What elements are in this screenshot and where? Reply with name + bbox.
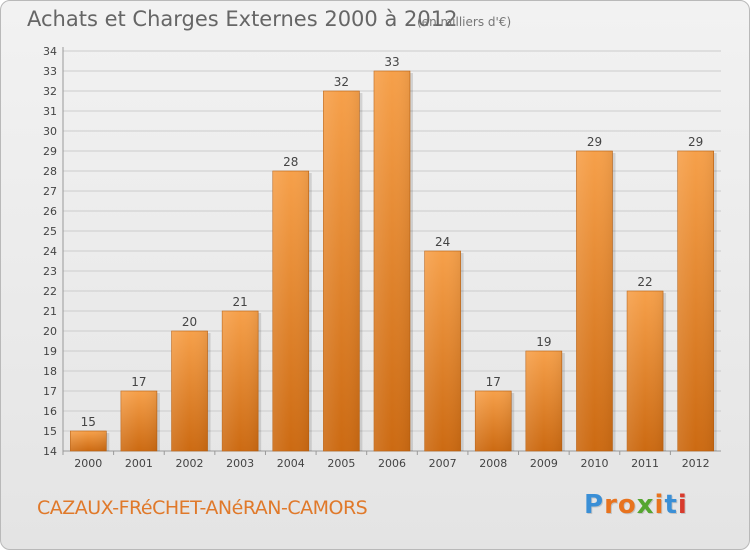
y-tick-label: 17 [43, 385, 57, 398]
bar-value-label: 19 [536, 335, 551, 349]
bar-value-label: 29 [688, 135, 703, 149]
bars [70, 70, 717, 452]
y-tick-label: 30 [43, 125, 57, 138]
y-tick-label: 24 [43, 245, 57, 258]
y-tick-label: 34 [43, 45, 57, 58]
chart-title: Achats et Charges Externes 2000 à 2012 [27, 7, 458, 31]
x-tick-label: 2002 [176, 457, 204, 470]
logo-letter: P [584, 490, 605, 520]
y-tick-label: 28 [43, 165, 57, 178]
y-tick-label: 18 [43, 365, 57, 378]
bar-value-label: 17 [486, 375, 501, 389]
y-tick-label: 21 [43, 305, 57, 318]
y-tick-label: 16 [43, 405, 57, 418]
x-tick-label: 2011 [631, 457, 659, 470]
y-tick-label: 29 [43, 145, 57, 158]
logo-letter: t [664, 490, 678, 520]
y-tick-label: 31 [43, 105, 57, 118]
bar-value-label: 22 [637, 275, 652, 289]
town-name: CAZAUX-FRéCHET-ANéRAN-CAMORS [37, 497, 368, 519]
x-tick-label: 2012 [682, 457, 710, 470]
bar-value-label: 15 [81, 415, 96, 429]
y-tick-label: 20 [43, 325, 57, 338]
y-tick-label: 22 [43, 285, 57, 298]
bar-shine [525, 351, 562, 451]
bar-shine [627, 291, 664, 451]
bar-value-label: 17 [131, 375, 146, 389]
bar-value-label: 24 [435, 235, 450, 249]
x-tick-label: 2004 [277, 457, 305, 470]
y-tick-label: 32 [43, 85, 57, 98]
bar-shine [374, 71, 410, 451]
logo-letter: o [617, 490, 637, 520]
proxiti-logo[interactable]: Proxiti [584, 490, 688, 520]
logo-letter: x [636, 490, 655, 520]
bar-value-label: 28 [283, 155, 298, 169]
bar-shine [677, 151, 714, 451]
bar-shine [222, 311, 259, 451]
bar-shine [70, 431, 107, 451]
chart-subtitle: (en milliers d'€) [417, 15, 512, 29]
x-tick-label: 2010 [580, 457, 608, 470]
data-labels: 15 17 20 21 28 32 33 24 17 19 29 22 29 [81, 55, 704, 429]
y-tick-label: 15 [43, 425, 57, 438]
bar-value-label: 20 [182, 315, 197, 329]
x-tick-label: 2001 [125, 457, 153, 470]
bar-shine [272, 171, 309, 451]
x-tick-label: 2009 [530, 457, 558, 470]
bar-shine [424, 251, 461, 451]
y-tick-label: 25 [43, 225, 57, 238]
x-tick-label: 2005 [327, 457, 355, 470]
x-tick-label: 2003 [226, 457, 254, 470]
x-tick-label: 2007 [429, 457, 457, 470]
bar-value-label: 32 [334, 75, 349, 89]
bar-value-label: 21 [233, 295, 248, 309]
y-tick-label: 26 [43, 205, 57, 218]
y-tick-label: 14 [43, 445, 57, 458]
y-tick-label: 27 [43, 185, 57, 198]
logo-letter: i [654, 490, 665, 520]
logo-letter: i [677, 490, 688, 520]
x-tick-label: 2008 [479, 457, 507, 470]
y-tick-label: 23 [43, 265, 57, 278]
bar-shine [323, 91, 360, 451]
bar-shine [120, 391, 157, 451]
bar-shine [576, 151, 613, 451]
x-tick-label: 2006 [378, 457, 406, 470]
y-tick-label: 33 [43, 65, 57, 78]
bar-shine [475, 391, 512, 451]
y-tick-label: 19 [43, 345, 57, 358]
bar-value-label: 29 [587, 135, 602, 149]
bar-shine [171, 331, 208, 451]
bar-value-label: 33 [384, 55, 399, 69]
logo-letter: r [604, 490, 618, 520]
x-tick-label: 2000 [74, 457, 102, 470]
